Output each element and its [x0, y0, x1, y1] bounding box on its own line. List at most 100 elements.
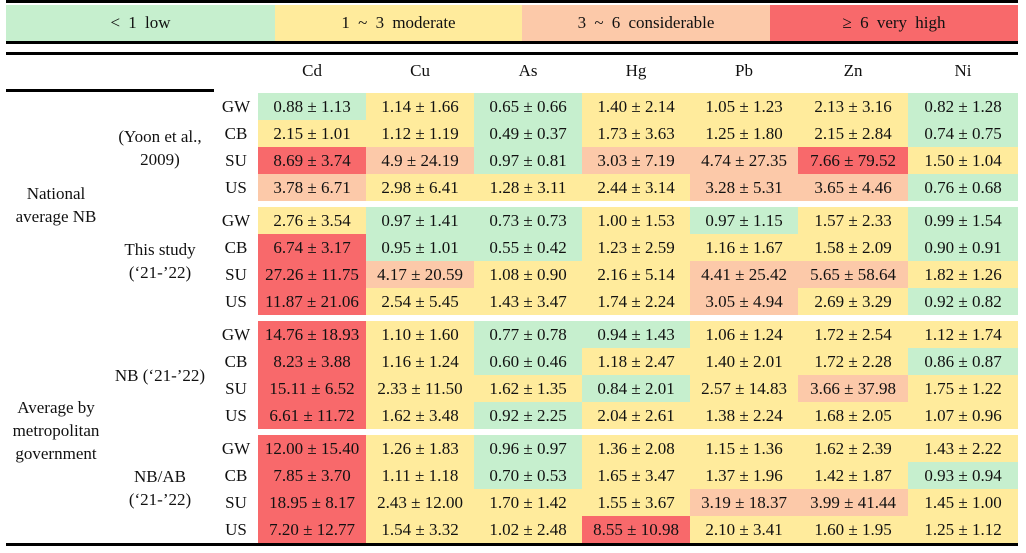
value-cell-ni: 0.76 ± 0.68 [908, 174, 1019, 204]
value-cell-as: 0.55 ± 0.42 [474, 234, 583, 261]
value-cell-zn: 7.66 ± 79.52 [798, 147, 909, 174]
value-cell-cd: 27.26 ± 11.75 [258, 261, 367, 288]
table-row: US 6.61 ± 11.72 1.62 ± 3.48 0.92 ± 2.25 2.04… [6, 402, 1019, 432]
legend-very-high: ≥ 6 very high [770, 5, 1018, 41]
row-code: CB [224, 465, 248, 485]
value-cell-hg: 1.18 ± 2.47 [582, 348, 691, 375]
value-cell-cd: 0.88 ± 1.13 [258, 87, 367, 120]
value-cell-cu: 1.14 ± 1.66 [366, 87, 475, 120]
legend-moderate: 1 ~ 3 moderate [275, 5, 522, 41]
value-cell-ni: 1.43 ± 2.22 [908, 429, 1019, 462]
subgroup-label: This study (‘21-’22) [124, 240, 196, 282]
table-row: SU 8.69 ± 3.74 4.9 ± 24.19 0.97 ± 0.81 3.03 … [6, 147, 1019, 174]
value-cell-as: 0.96 ± 0.97 [474, 429, 583, 462]
value-cell-pb: 1.40 ± 2.01 [690, 348, 799, 375]
table-row: SU 18.95 ± 8.17 2.43 ± 12.00 1.70 ± 1.42 1.5… [6, 489, 1019, 516]
header-row: Cd Cu As Hg Pb Zn Ni [6, 55, 1019, 90]
value-cell-zn: 3.65 ± 4.46 [798, 174, 909, 204]
subgroup-label: (Yoon et al., 2009) [118, 126, 202, 169]
group-label: National average NB [15, 183, 97, 226]
value-cell-as: 0.77 ± 0.78 [474, 315, 583, 348]
value-cell-zn: 1.68 ± 2.05 [798, 402, 909, 432]
top-rule [6, 0, 1018, 3]
value-cell-cu: 2.33 ± 11.50 [366, 375, 475, 402]
value-cell-cu: 1.10 ± 1.60 [366, 315, 475, 348]
value-cell-as: 0.49 ± 0.37 [474, 120, 583, 147]
value-cell-ni: 1.07 ± 0.96 [908, 402, 1019, 432]
column-header-cu: Cu [410, 61, 430, 80]
row-code: SU [225, 378, 247, 398]
value-cell-cd: 8.23 ± 3.88 [258, 348, 367, 375]
value-cell-hg: 1.74 ± 2.24 [582, 288, 691, 318]
value-cell-ni: 1.45 ± 1.00 [908, 489, 1019, 516]
table-row: CB 2.15 ± 1.01 1.12 ± 1.19 0.49 ± 0.37 1.73 … [6, 120, 1019, 147]
value-cell-as: 1.43 ± 3.47 [474, 288, 583, 318]
table-row: SU 15.11 ± 6.52 2.33 ± 11.50 1.62 ± 1.35 0.8… [6, 375, 1019, 402]
value-cell-hg: 2.44 ± 3.14 [582, 174, 691, 204]
value-cell-zn: 1.57 ± 2.33 [798, 201, 909, 234]
subgroup-label: NB/AB (‘21-’22) [128, 466, 192, 509]
value-cell-as: 0.97 ± 0.81 [474, 147, 583, 174]
legend-bar: < 1 low 1 ~ 3 moderate 3 ~ 6 considerable ≥… [6, 5, 1018, 41]
value-cell-cu: 0.97 ± 1.41 [366, 201, 475, 234]
value-cell-cu: 1.11 ± 1.18 [366, 462, 475, 489]
value-cell-cd: 15.11 ± 6.52 [258, 375, 367, 402]
value-cell-pb: 3.19 ± 18.37 [690, 489, 799, 516]
value-cell-cd: 2.15 ± 1.01 [258, 120, 367, 147]
value-cell-pb: 4.41 ± 25.42 [690, 261, 799, 288]
value-cell-zn: 1.60 ± 1.95 [798, 516, 909, 543]
value-cell-as: 1.28 ± 3.11 [474, 174, 583, 204]
value-cell-ni: 0.92 ± 0.82 [908, 288, 1019, 318]
value-cell-pb: 1.25 ± 1.80 [690, 120, 799, 147]
value-cell-ni: 1.50 ± 1.04 [908, 147, 1019, 174]
row-code: CB [224, 123, 248, 143]
row-code: US [225, 177, 247, 197]
value-cell-zn: 2.15 ± 2.84 [798, 120, 909, 147]
value-cell-hg: 0.94 ± 1.43 [582, 315, 691, 348]
row-code: GW [214, 201, 259, 234]
table-row: CB 6.74 ± 3.17 0.95 ± 1.01 0.55 ± 0.42 1.23 … [6, 234, 1019, 261]
table-row: This study (‘21-’22) GW 2.76 ± 3.54 0.97 ± … [6, 201, 1019, 282]
value-cell-pb: 3.28 ± 5.31 [690, 174, 799, 204]
value-cell-zn: 2.13 ± 3.16 [798, 87, 909, 120]
value-cell-zn: 1.42 ± 1.87 [798, 462, 909, 489]
value-cell-cd: 11.87 ± 21.06 [258, 288, 367, 318]
value-cell-cd: 12.00 ± 15.40 [258, 429, 367, 462]
row-code: GW [214, 429, 259, 462]
row-code: SU [225, 264, 247, 284]
value-cell-cu: 1.12 ± 1.19 [366, 120, 475, 147]
value-cell-hg: 1.23 ± 2.59 [582, 234, 691, 261]
value-cell-cd: 14.76 ± 18.93 [258, 315, 367, 348]
value-cell-cu: 2.54 ± 5.45 [366, 288, 475, 318]
value-cell-ni: 0.99 ± 1.54 [908, 201, 1019, 234]
value-cell-cu: 4.17 ± 20.59 [366, 261, 475, 288]
column-header-cd: Cd [302, 61, 322, 80]
risk-table-figure: < 1 low 1 ~ 3 moderate 3 ~ 6 considerable ≥… [6, 0, 1019, 546]
value-cell-as: 0.65 ± 0.66 [474, 87, 583, 120]
value-cell-hg: 1.73 ± 3.63 [582, 120, 691, 147]
value-cell-as: 1.02 ± 2.48 [474, 516, 583, 543]
value-cell-as: 1.08 ± 0.90 [474, 261, 583, 288]
value-cell-zn: 5.65 ± 58.64 [798, 261, 909, 288]
row-code: CB [224, 351, 248, 371]
value-cell-cd: 3.78 ± 6.71 [258, 174, 367, 204]
value-cell-hg: 1.65 ± 3.47 [582, 462, 691, 489]
value-cell-cu: 1.16 ± 1.24 [366, 348, 475, 375]
value-cell-hg: 3.03 ± 7.19 [582, 147, 691, 174]
value-cell-zn: 1.72 ± 2.54 [798, 315, 909, 348]
value-cell-as: 1.70 ± 1.42 [474, 489, 583, 516]
value-cell-ni: 0.93 ± 0.94 [908, 462, 1019, 489]
bottom-rule [6, 543, 1018, 546]
value-cell-pb: 1.16 ± 1.67 [690, 234, 799, 261]
value-cell-as: 0.70 ± 0.53 [474, 462, 583, 489]
row-code: US [225, 519, 247, 539]
value-cell-hg: 1.40 ± 2.14 [582, 87, 691, 120]
value-cell-ni: 0.74 ± 0.75 [908, 120, 1019, 147]
header-blank [6, 55, 258, 90]
value-cell-ni: 0.82 ± 1.28 [908, 87, 1019, 120]
value-cell-pb: 1.06 ± 1.24 [690, 315, 799, 348]
value-cell-cd: 7.85 ± 3.70 [258, 462, 367, 489]
value-cell-pb: 3.05 ± 4.94 [690, 288, 799, 318]
table-row: Average by metropolitan government NB (‘2… [6, 315, 1019, 463]
legend-low: < 1 low [6, 5, 275, 41]
